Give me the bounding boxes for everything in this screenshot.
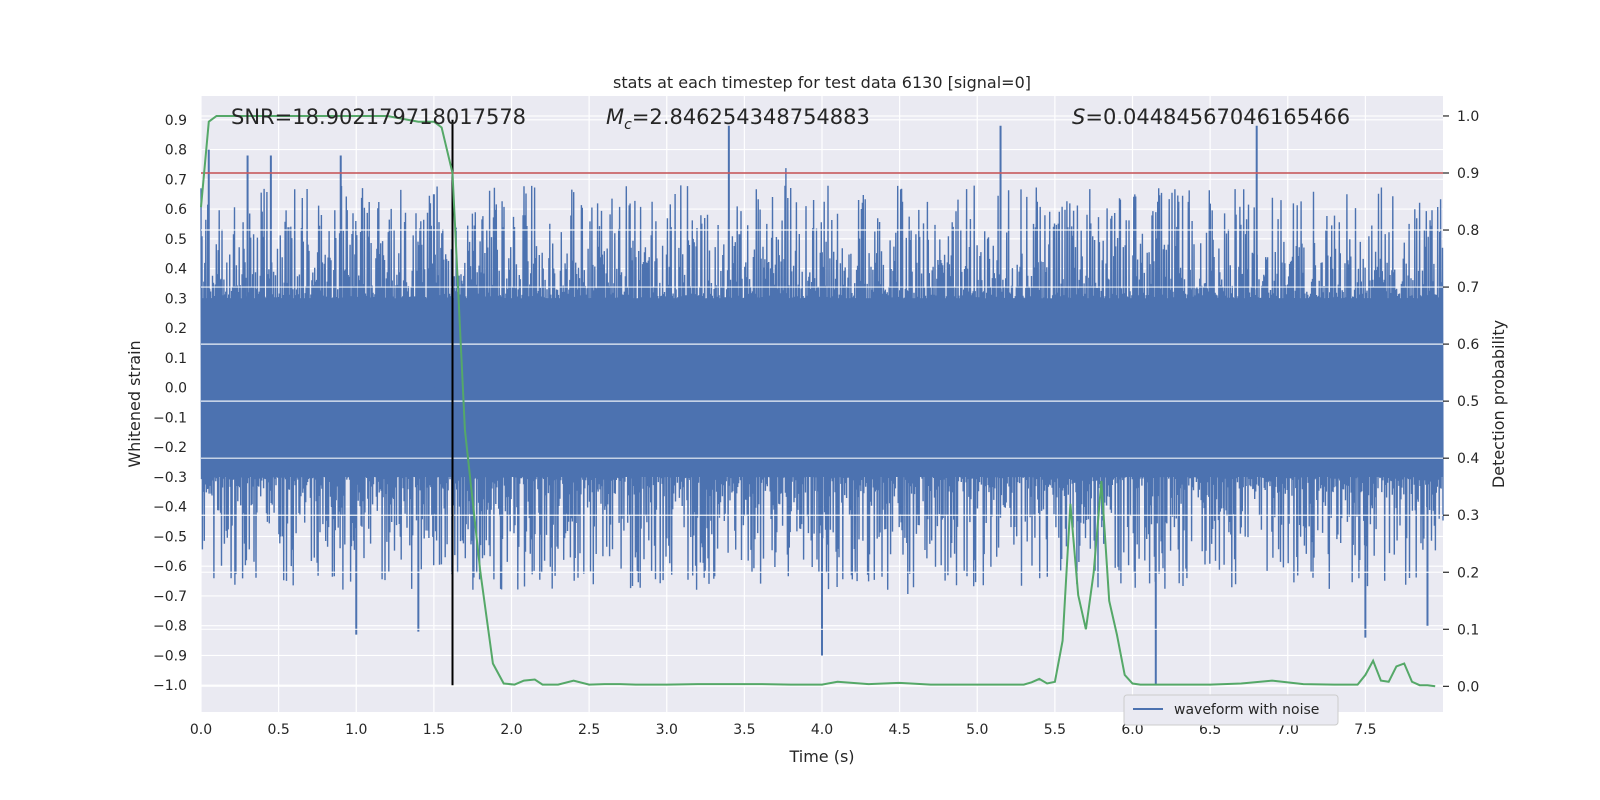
y-tick-label-left: 0.0 xyxy=(165,381,187,397)
x-ticks: 0.0 0.5 1.0 1.5 2.0 2.5 3.0 3.5 4.0 4.5 5.0 5.5 6.0 6… xyxy=(190,722,1377,738)
x-tick-label: 2.0 xyxy=(500,722,522,738)
x-tick-label: 3.5 xyxy=(733,722,755,738)
y-tick-label-left: −0.4 xyxy=(153,500,187,516)
chirp-mass-symbol: M xyxy=(606,105,624,129)
y-tick-label-right: 0.5 xyxy=(1457,394,1479,410)
legend-label-waveform: waveform with noise xyxy=(1174,702,1319,718)
snr-annotation: SNR=18.902179718017578 xyxy=(231,105,526,129)
s-symbol: S xyxy=(1072,105,1085,129)
x-tick-label: 2.5 xyxy=(578,722,600,738)
y-tick-label-left: 0.9 xyxy=(165,113,187,129)
y-tick-label-right: 0.6 xyxy=(1457,337,1479,353)
y-axis-label-left: Whitened strain xyxy=(125,340,144,467)
x-tick-label: 1.5 xyxy=(423,722,445,738)
y-tick-label-right: 0.7 xyxy=(1457,280,1479,296)
y-ticks-right: 1.0 0.9 0.8 0.7 0.6 0.5 0.4 0.3 0.2 0.1 0.0 xyxy=(1443,109,1479,695)
y-tick-label-left: −0.9 xyxy=(153,648,187,664)
y-tick-label-left: −0.8 xyxy=(153,619,187,635)
y-tick-label-left: −1.0 xyxy=(153,678,187,694)
legend: waveform with noise xyxy=(1123,694,1339,726)
s-value: =0.04484567046165466 xyxy=(1085,105,1350,129)
x-tick-label: 0.5 xyxy=(267,722,289,738)
y-tick-label-left: −0.7 xyxy=(153,589,187,605)
y-tick-label-left: −0.5 xyxy=(153,529,187,545)
x-tick-label: 6.0 xyxy=(1121,722,1143,738)
chirp-mass-annotation: Mc=2.846254348754883 xyxy=(606,105,870,133)
legend-box xyxy=(1123,694,1339,726)
y-tick-label-left: 0.4 xyxy=(165,262,187,278)
probability-series xyxy=(200,115,1436,688)
chart-title: stats at each timestep for test data 613… xyxy=(613,73,1031,92)
y-tick-label-left: 0.5 xyxy=(165,232,187,248)
y-axis-label-right: Detection probability xyxy=(1489,320,1508,488)
chirp-mass-value: =2.846254348754883 xyxy=(632,105,870,129)
x-tick-label: 1.0 xyxy=(345,722,367,738)
y-tick-label-left: −0.2 xyxy=(153,440,187,456)
y-tick-label-left: 0.2 xyxy=(165,321,187,337)
x-tick-label: 5.5 xyxy=(1044,722,1066,738)
y-tick-label-right: 0.1 xyxy=(1457,622,1479,638)
x-axis-label: Time (s) xyxy=(788,747,854,766)
probability-line xyxy=(200,115,1436,688)
chirp-mass-subscript: c xyxy=(624,117,632,133)
x-tick-label: 3.0 xyxy=(656,722,678,738)
x-tick-label: 0.0 xyxy=(190,722,212,738)
x-tick-label: 7.0 xyxy=(1277,722,1299,738)
y-ticks-left: 0.9 0.8 0.7 0.6 0.5 0.4 0.3 0.2 0.1 0.0 −0.1 −0.2 −0… xyxy=(153,113,187,694)
waveform-series xyxy=(200,115,1444,687)
y-tick-label-left: 0.3 xyxy=(165,291,187,307)
x-tick-label: 4.0 xyxy=(811,722,833,738)
y-tick-label-left: 0.6 xyxy=(165,202,187,218)
x-tick-label: 7.5 xyxy=(1354,722,1376,738)
x-tick-label: 6.5 xyxy=(1199,722,1221,738)
y-tick-label-right: 0.0 xyxy=(1457,679,1479,695)
y-tick-label-left: 0.7 xyxy=(165,172,187,188)
y-tick-label-right: 0.9 xyxy=(1457,166,1479,182)
y-tick-label-left: 0.1 xyxy=(165,351,187,367)
y-tick-label-left: −0.1 xyxy=(153,410,187,426)
y-tick-label-right: 0.2 xyxy=(1457,565,1479,581)
y-tick-label-right: 0.8 xyxy=(1457,223,1479,239)
y-tick-label-left: 0.8 xyxy=(165,143,187,159)
s-annotation: S=0.04484567046165466 xyxy=(1072,105,1350,129)
y-tick-label-right: 1.0 xyxy=(1457,109,1479,125)
y-tick-label-left: −0.3 xyxy=(153,470,187,486)
y-tick-label-right: 0.3 xyxy=(1457,508,1479,524)
x-tick-label: 4.5 xyxy=(888,722,910,738)
y-tick-label-left: −0.6 xyxy=(153,559,187,575)
x-tick-label: 5.0 xyxy=(966,722,988,738)
y-tick-label-right: 0.4 xyxy=(1457,451,1479,467)
